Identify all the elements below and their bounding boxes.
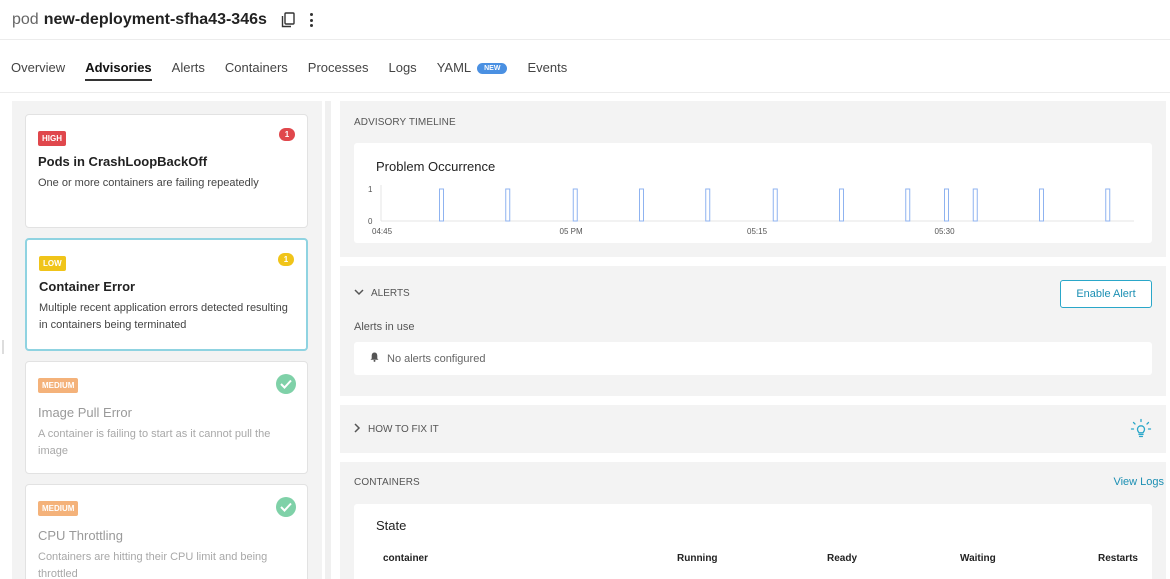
copy-icon[interactable] bbox=[281, 12, 295, 28]
check-circle-icon bbox=[276, 374, 296, 394]
kebab-menu-icon[interactable] bbox=[309, 12, 315, 28]
severity-badge: MEDIUM bbox=[38, 378, 79, 393]
tab-advisories[interactable]: Advisories bbox=[85, 59, 153, 81]
tab-yaml-label: YAML bbox=[436, 59, 472, 75]
timeline-bar bbox=[439, 188, 444, 222]
new-badge: NEW bbox=[477, 62, 508, 74]
advisory-title: Pods in CrashLoopBackOff bbox=[38, 154, 208, 169]
timeline-bar bbox=[772, 188, 778, 222]
alerts-panel: ALERTS Enable Alert Alerts in use No ale… bbox=[340, 266, 1166, 396]
advisory-description: One or more containers are failing repea… bbox=[38, 177, 259, 189]
how-to-fix-label: HOW TO FIX IT bbox=[368, 424, 439, 435]
how-to-fix-toggle[interactable]: HOW TO FIX IT bbox=[354, 423, 439, 436]
advisory-description: Containers are hitting their CPU limit a… bbox=[38, 551, 268, 579]
tab-processes[interactable]: Processes bbox=[307, 59, 369, 75]
column-header-restarts[interactable]: Restarts bbox=[1097, 553, 1138, 564]
alerts-toggle[interactable]: ALERTS bbox=[354, 288, 410, 299]
resource-kind: pod bbox=[12, 11, 39, 28]
chart-title: Problem Occurrence bbox=[376, 159, 496, 174]
bell-icon bbox=[370, 352, 379, 365]
list-scrollbar[interactable] bbox=[325, 101, 331, 579]
timeline-bar bbox=[972, 188, 978, 222]
alerts-in-use-label: Alerts in use bbox=[354, 321, 415, 333]
chevron-down-icon bbox=[354, 288, 364, 299]
advisory-card-image-pull[interactable]: MEDIUM Image Pull Error A container is f… bbox=[25, 361, 308, 474]
containers-section-title: CONTAINERS bbox=[354, 477, 420, 488]
tab-overview[interactable]: Overview bbox=[11, 59, 66, 75]
header-divider bbox=[0, 39, 1170, 40]
severity-badge: MEDIUM bbox=[38, 501, 79, 516]
no-alerts-row: No alerts configured bbox=[354, 342, 1152, 375]
container-state-table: State container Running Ready Waiting Re… bbox=[354, 504, 1152, 579]
advisory-description: Multiple recent application errors detec… bbox=[39, 302, 288, 331]
advisory-list: HIGH 1 Pods in CrashLoopBackOff One or m… bbox=[12, 101, 322, 579]
containers-panel: CONTAINERS View Logs State container Run… bbox=[340, 462, 1166, 579]
timeline-svg: 0 1 04:45 05 PM 05:15 05:30 bbox=[368, 185, 1134, 236]
tab-yaml[interactable]: YAML NEW bbox=[437, 60, 508, 75]
lightbulb-icon[interactable] bbox=[1130, 418, 1152, 445]
resize-handle[interactable] bbox=[2, 340, 4, 354]
view-logs-link[interactable]: View Logs bbox=[1113, 476, 1164, 488]
advisory-title: Container Error bbox=[39, 279, 136, 294]
column-header-running[interactable]: Running bbox=[677, 553, 718, 564]
timeline-bar bbox=[705, 188, 711, 222]
x-tick-label: 04:45 bbox=[372, 227, 393, 236]
tab-logs[interactable]: Logs bbox=[388, 59, 417, 75]
timeline-section-title: ADVISORY TIMELINE bbox=[354, 117, 456, 128]
no-alerts-text: No alerts configured bbox=[387, 352, 486, 365]
timeline-bar bbox=[1105, 188, 1111, 222]
check-circle-icon bbox=[276, 497, 296, 517]
timeline-bar bbox=[505, 188, 511, 222]
tabs-divider bbox=[0, 92, 1170, 93]
timeline-bar bbox=[839, 188, 844, 222]
column-header-waiting[interactable]: Waiting bbox=[960, 553, 996, 564]
enable-alert-button[interactable]: Enable Alert bbox=[1060, 280, 1152, 308]
how-to-fix-panel: HOW TO FIX IT bbox=[340, 405, 1166, 453]
count-badge: 1 bbox=[278, 253, 294, 266]
state-title: State bbox=[376, 518, 407, 533]
advisory-description: A container is failing to start as it ca… bbox=[38, 428, 271, 457]
x-tick-label: 05 PM bbox=[560, 227, 583, 236]
timeline-bar bbox=[572, 188, 578, 222]
page-header: pod new-deployment-sfha43-346s bbox=[12, 9, 315, 31]
timeline-bar bbox=[1039, 188, 1044, 222]
alerts-toggle-label: ALERTS bbox=[371, 288, 410, 299]
severity-badge: HIGH bbox=[38, 131, 66, 146]
tab-containers[interactable]: Containers bbox=[224, 59, 288, 75]
advisory-title: Image Pull Error bbox=[38, 405, 132, 420]
advisory-title: CPU Throttling bbox=[38, 528, 124, 543]
chevron-right-icon bbox=[354, 423, 361, 436]
severity-badge: LOW bbox=[39, 256, 66, 271]
x-tick-label: 05:15 bbox=[747, 227, 768, 236]
tab-bar: Overview Advisories Alerts Containers Pr… bbox=[11, 56, 587, 81]
column-header-container[interactable]: container bbox=[383, 553, 429, 564]
advisory-card-cpu-throttling[interactable]: MEDIUM CPU Throttling Containers are hit… bbox=[25, 484, 308, 579]
timeline-bar bbox=[639, 188, 644, 222]
advisory-card-container-error[interactable]: LOW 1 Container Error Multiple recent ap… bbox=[25, 238, 308, 351]
tab-events[interactable]: Events bbox=[527, 59, 568, 75]
tab-alerts[interactable]: Alerts bbox=[171, 59, 205, 75]
y-tick-label: 1 bbox=[368, 185, 373, 194]
timeline-chart: Problem Occurrence 0 1 04:45 05 PM 05:15 05:3… bbox=[354, 143, 1152, 243]
timeline-bar bbox=[905, 188, 911, 222]
resource-name: new-deployment-sfha43-346s bbox=[43, 11, 267, 28]
x-tick-label: 05:30 bbox=[935, 227, 956, 236]
column-header-ready[interactable]: Ready bbox=[827, 553, 858, 564]
y-tick-label: 0 bbox=[368, 217, 373, 226]
timeline-bar bbox=[944, 188, 949, 222]
count-badge: 1 bbox=[279, 128, 295, 141]
advisory-card-crashloop[interactable]: HIGH 1 Pods in CrashLoopBackOff One or m… bbox=[25, 114, 308, 228]
